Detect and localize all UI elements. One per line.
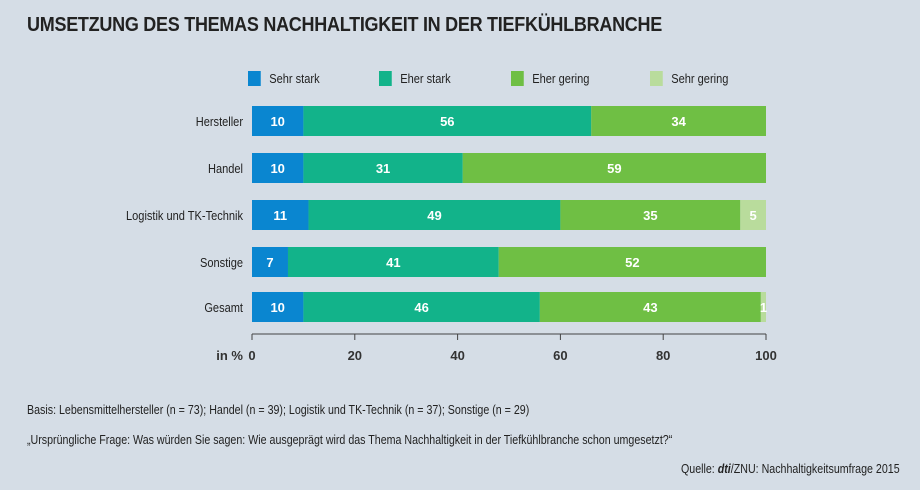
bar-segment	[252, 292, 304, 322]
bar-segment	[591, 106, 766, 136]
category-label: Gesamt	[204, 300, 243, 315]
data-label: 59	[607, 161, 621, 176]
x-tick-label: 20	[348, 348, 362, 363]
footnote-question: „Ursprüngliche Frage: Was würden Sie sag…	[27, 432, 673, 447]
data-label: 56	[440, 114, 454, 129]
x-tick-label: 0	[248, 348, 255, 363]
legend-swatch	[379, 71, 392, 86]
data-label: 10	[270, 114, 284, 129]
legend-item: Eher gering	[510, 71, 589, 86]
bar-segment	[760, 292, 766, 322]
category-label: Handel	[208, 161, 243, 176]
bar-segment	[287, 247, 499, 277]
data-label: 5	[750, 208, 757, 223]
source-brand: dti	[718, 461, 732, 476]
data-label: 46	[414, 300, 428, 315]
bar-segment	[303, 153, 463, 183]
bar-segment	[252, 153, 304, 183]
legend: Sehr stark Eher stark Eher gering Sehr g…	[248, 71, 789, 86]
data-label: 10	[270, 300, 284, 315]
x-axis-label: in %	[216, 348, 243, 363]
source-rest: /ZNU: Nachhaltigkeitsumfrage 2015	[731, 461, 900, 476]
bar-segment	[539, 292, 761, 322]
legend-label: Sehr gering	[670, 71, 729, 86]
bar-segment	[252, 200, 309, 230]
data-label: 52	[625, 255, 639, 270]
data-label: 1	[760, 300, 767, 315]
x-tick-label: 40	[450, 348, 464, 363]
data-label: 35	[643, 208, 657, 223]
data-label: 10	[270, 161, 284, 176]
category-label: Logistik und TK-Technik	[126, 208, 244, 223]
x-tick-label: 80	[656, 348, 670, 363]
data-label: 31	[376, 161, 390, 176]
bar-segment	[252, 106, 304, 136]
x-tick-label: 60	[553, 348, 567, 363]
legend-item: Sehr stark	[248, 71, 320, 86]
legend-swatch	[248, 71, 261, 86]
legend-item: Sehr gering	[649, 71, 729, 86]
legend-swatch	[510, 71, 524, 86]
bar-segment	[252, 247, 288, 277]
legend-label: Sehr stark	[269, 71, 320, 86]
data-label: 7	[266, 255, 273, 270]
source-note: Quelle: dti/ZNU: Nachhaltigkeitsumfrage …	[681, 461, 900, 476]
data-label: 49	[427, 208, 441, 223]
data-label: 43	[643, 300, 657, 315]
chart-title: UMSETZUNG DES THEMAS NACHHALTIGKEIT IN D…	[27, 14, 663, 36]
legend-item: Eher stark	[379, 71, 451, 86]
legend-label: Eher gering	[531, 71, 589, 86]
footnote-basis: Basis: Lebensmittelhersteller (n = 73); …	[27, 402, 530, 417]
bar-segment	[303, 106, 592, 136]
legend-label: Eher stark	[400, 71, 451, 86]
bar-segment	[462, 153, 766, 183]
bar-segment	[308, 200, 561, 230]
bar-segment	[303, 292, 540, 322]
category-label: Hersteller	[196, 114, 243, 129]
source-prefix: Quelle:	[681, 461, 719, 476]
bar-segment	[560, 200, 741, 230]
legend-swatch	[649, 71, 663, 86]
x-tick-label: 100	[755, 348, 777, 363]
data-label: 11	[273, 208, 287, 223]
data-label: 41	[386, 255, 400, 270]
data-label: 34	[671, 114, 686, 129]
bar-segment	[498, 247, 766, 277]
category-label: Sonstige	[200, 255, 243, 270]
bar-segment	[740, 200, 766, 230]
